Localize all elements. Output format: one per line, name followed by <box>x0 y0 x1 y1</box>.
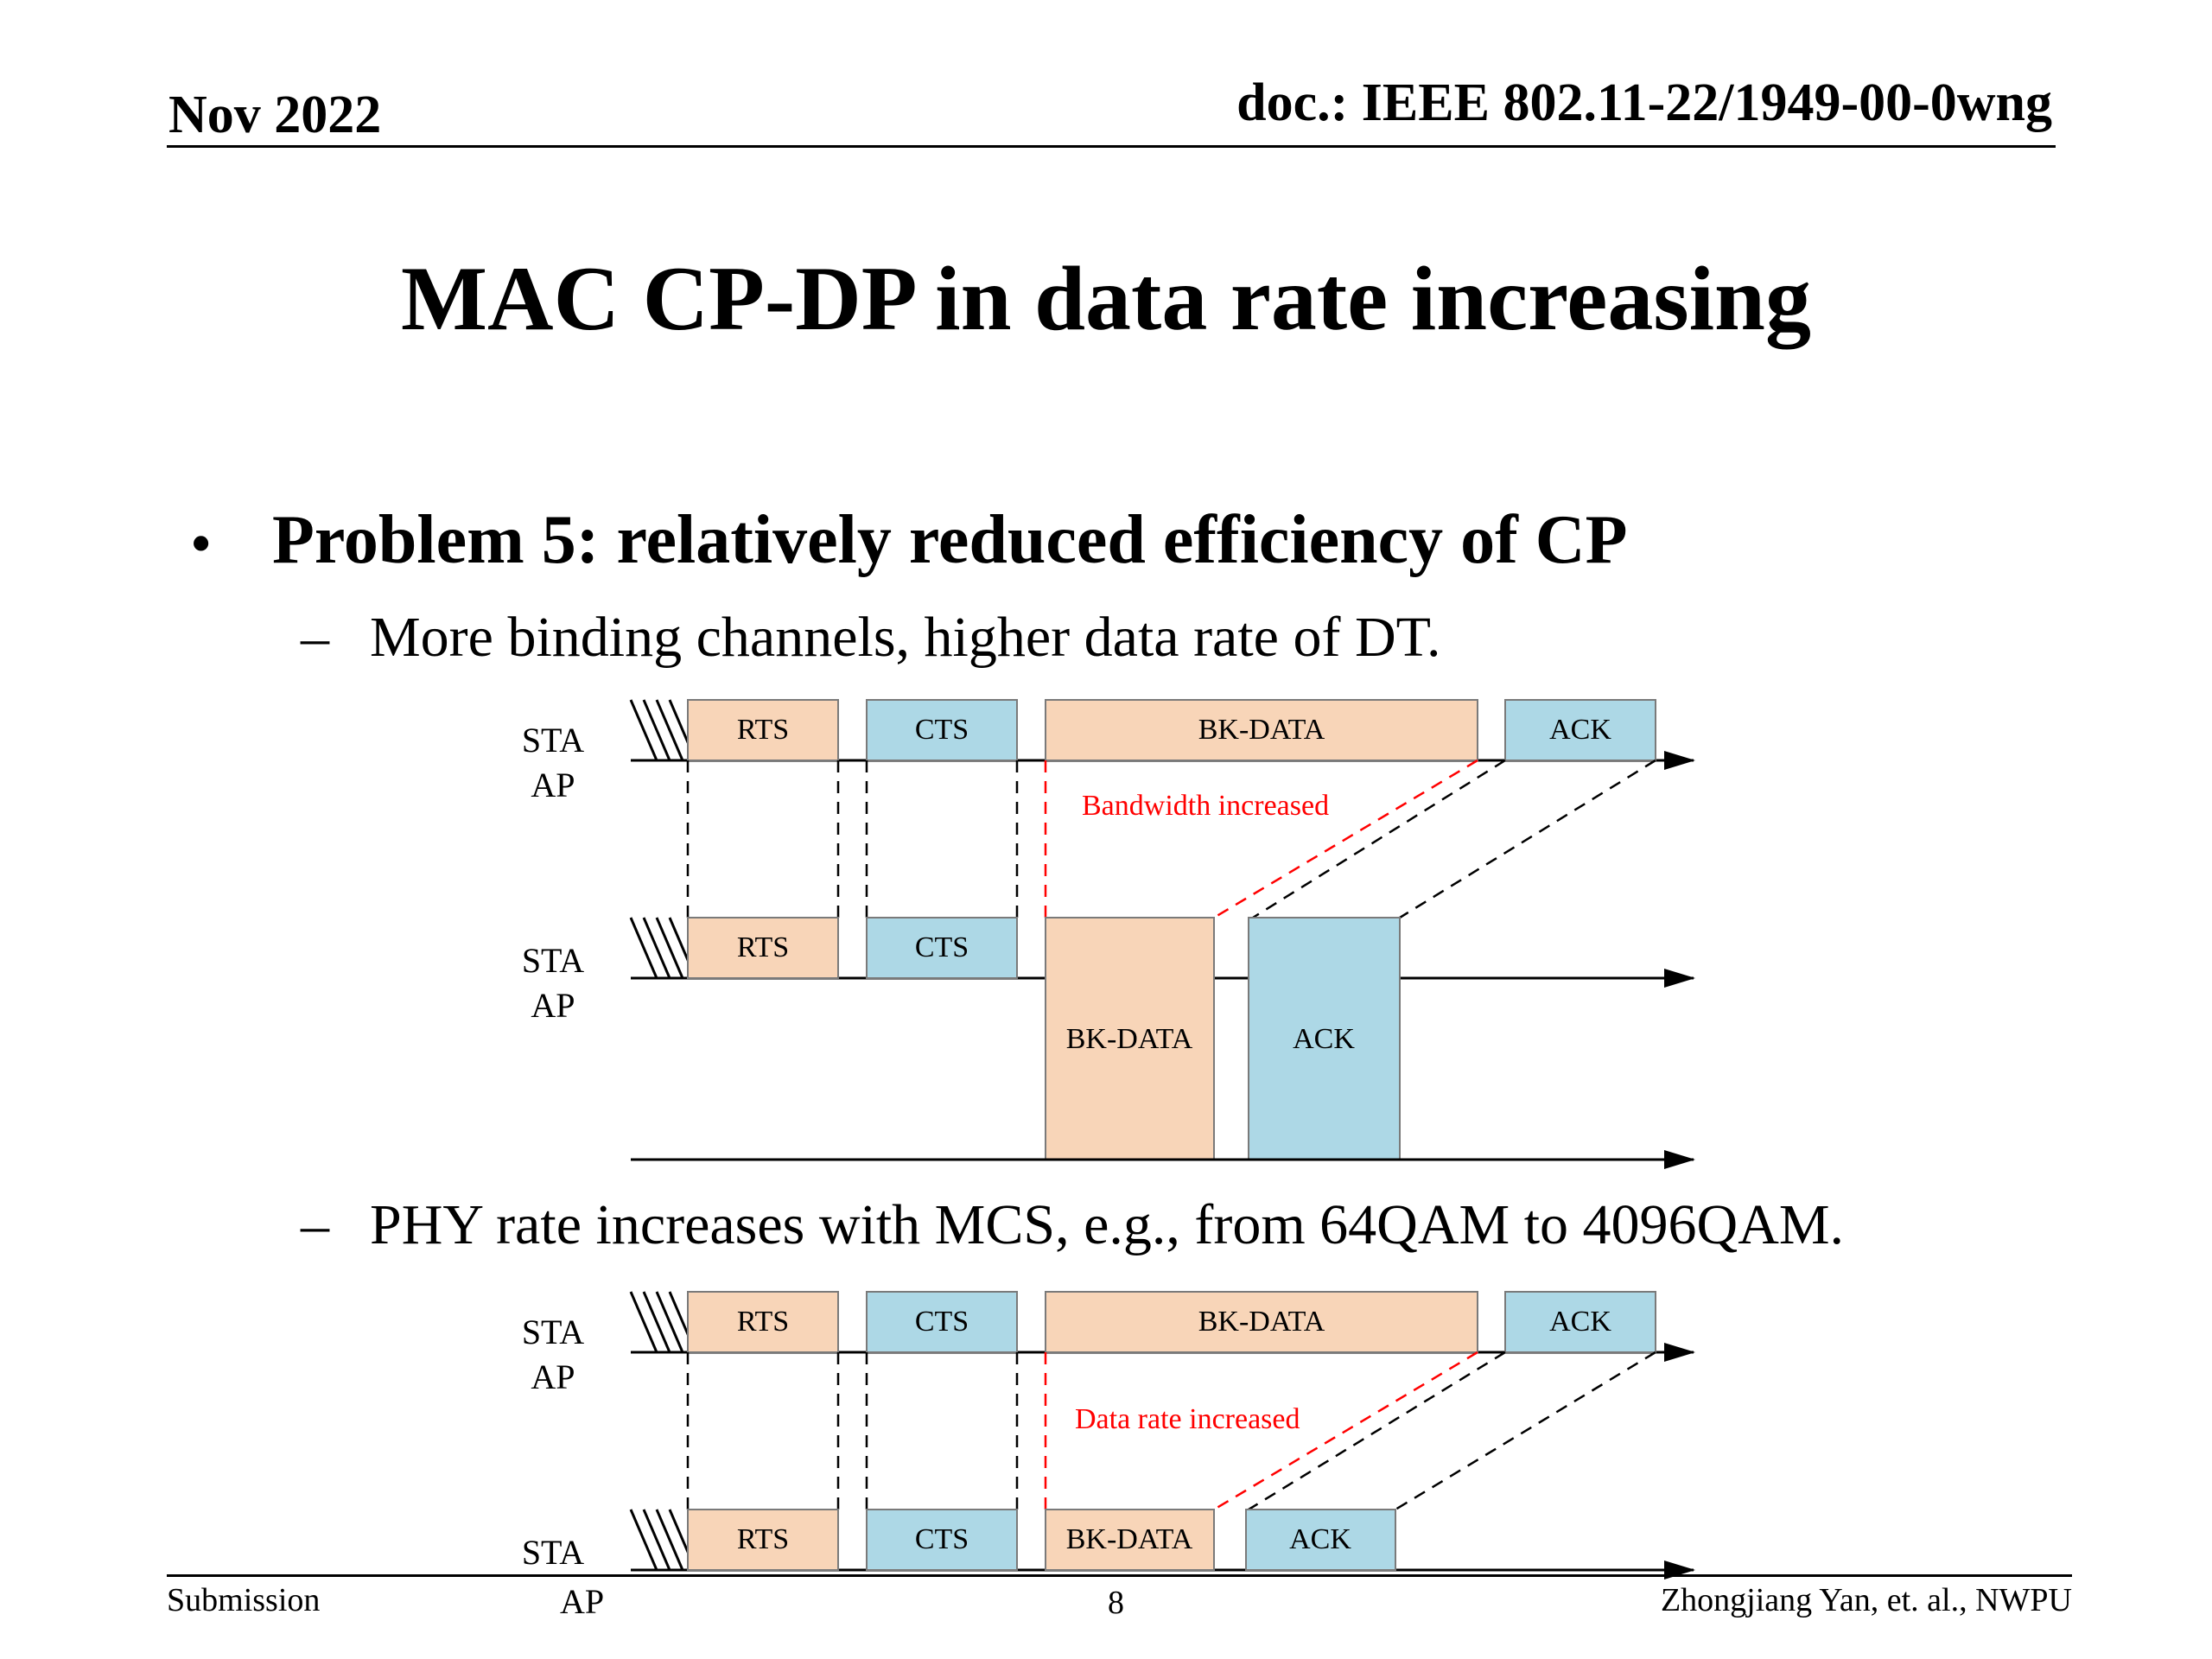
rts-label: RTS <box>737 714 789 746</box>
footer-submission: Submission <box>167 1582 321 1618</box>
label-ap: AP <box>560 1582 605 1621</box>
backoff-hatch-icon <box>629 917 697 979</box>
sub-bullet-dash: – <box>301 606 329 669</box>
sub-bullet-dash: – <box>301 1193 329 1256</box>
cts-label: CTS <box>915 1306 969 1338</box>
bullet-marker: • <box>190 509 213 578</box>
backoff-hatch-icon <box>629 699 697 761</box>
rts-frame <box>687 1509 839 1571</box>
rts-label: RTS <box>737 1523 789 1555</box>
bk-data-frame <box>1045 699 1478 761</box>
sub-bullet-phy-rate: PHY rate increases with MCS, e.g., from … <box>370 1193 1845 1256</box>
bk-data-label: BK-DATA <box>1198 714 1325 746</box>
rts-frame <box>687 1291 839 1353</box>
diagram-data-rate-increased: STA AP RTS CTS BK-DATA ACK Data rate inc… <box>522 1291 1695 1580</box>
ack-label: ACK <box>1289 1523 1351 1555</box>
label-sta: STA <box>522 1533 584 1572</box>
bullet-problem-5: Problem 5: relatively reduced efficiency… <box>272 502 1628 578</box>
bk-data-label: BK-DATA <box>1066 1523 1193 1555</box>
label-sta: STA <box>522 1313 584 1351</box>
cts-label: CTS <box>915 931 969 963</box>
timeline-top: STA AP RTS CTS BK-DATA ACK <box>522 699 1695 804</box>
cts-frame <box>866 1291 1018 1353</box>
footer-rule <box>167 1574 2072 1577</box>
header-rule <box>167 145 2056 148</box>
label-sta: STA <box>522 941 584 980</box>
cts-frame <box>866 699 1018 761</box>
ack-label: ACK <box>1293 1023 1355 1055</box>
label-ap: AP <box>531 766 575 804</box>
dashed-connectors <box>686 759 1656 919</box>
cts-label: CTS <box>915 1523 969 1555</box>
cts-frame <box>866 1509 1018 1571</box>
bk-data-label: BK-DATA <box>1066 1023 1193 1055</box>
ack-frame <box>1504 1291 1656 1353</box>
backoff-hatch-icon <box>629 1291 697 1353</box>
ack-label: ACK <box>1549 714 1611 746</box>
footer-page-number: 8 <box>1108 1585 1124 1621</box>
bk-data-frame-short <box>1045 1509 1215 1571</box>
footer-authors: Zhongjiang Yan, et. al., NWPU <box>1660 1582 2072 1618</box>
rts-frame <box>687 699 839 761</box>
label-ap: AP <box>531 1357 575 1396</box>
ack-label: ACK <box>1549 1306 1611 1338</box>
ack-frame <box>1504 699 1656 761</box>
cts-label: CTS <box>915 714 969 746</box>
backoff-hatch-icon <box>629 1509 697 1571</box>
dashed-connectors-red <box>1044 1351 1478 1511</box>
sub-bullet-binding-channels: More binding channels, higher data rate … <box>370 606 1441 669</box>
header-doc-id: doc.: IEEE 802.11-22/1949-00-0wng <box>1236 73 2052 132</box>
label-ap: AP <box>531 986 575 1025</box>
label-sta: STA <box>522 721 584 760</box>
note-bandwidth-increased: Bandwidth increased <box>1082 790 1329 822</box>
header-date: Nov 2022 <box>168 86 382 144</box>
dashed-connectors-red <box>1044 759 1478 919</box>
bk-data-frame-wide <box>1045 917 1215 1160</box>
cts-frame <box>866 917 1018 979</box>
dashed-connectors <box>686 1351 1656 1511</box>
ack-frame-wide <box>1248 917 1401 1160</box>
slide-title: MAC CP-DP in data rate increasing <box>400 248 1812 349</box>
note-data-rate-increased: Data rate increased <box>1075 1403 1300 1435</box>
rts-label: RTS <box>737 1306 789 1338</box>
rts-label: RTS <box>737 931 789 963</box>
ack-frame-short <box>1245 1509 1396 1571</box>
bk-data-frame <box>1045 1291 1478 1353</box>
timeline-bottom: STA AP RTS CTS BK-DATA ACK <box>522 917 1695 1169</box>
rts-frame <box>687 917 839 979</box>
bk-data-label: BK-DATA <box>1198 1306 1325 1338</box>
